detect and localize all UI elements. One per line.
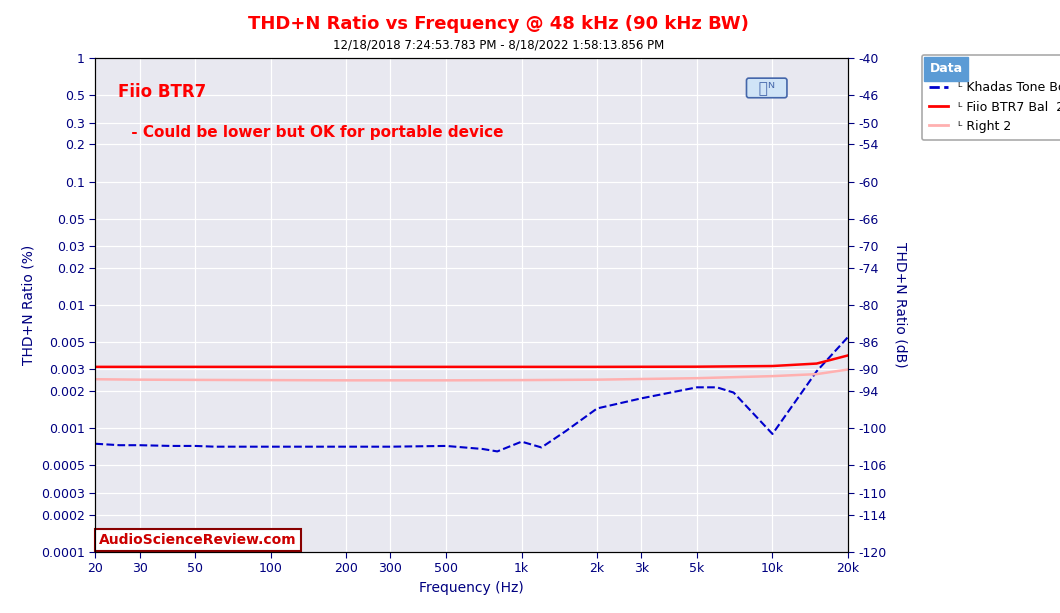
ᴸ Khadas Tone Board (635, 395, 648, 402)
ᴸ Khadas Tone Board (240, 443, 252, 451)
ᴸ Right 2 (189, 376, 201, 384)
ᴸ Khadas Tone Board (89, 440, 102, 447)
ᴸ Right 2 (440, 376, 453, 384)
Text: Ⓐᴺ: Ⓐᴺ (748, 80, 784, 96)
ᴸ Khadas Tone Board (535, 444, 548, 451)
Text: - Could be lower but OK for portable device: - Could be lower but OK for portable dev… (125, 125, 503, 140)
ᴸ Fiio BTR7 Bal  2 (134, 363, 146, 370)
Line: ᴸ Khadas Tone Board: ᴸ Khadas Tone Board (95, 337, 848, 451)
ᴸ Khadas Tone Board (810, 368, 823, 375)
Line: ᴸ Fiio BTR7 Bal  2: ᴸ Fiio BTR7 Bal 2 (95, 356, 848, 367)
ᴸ Khadas Tone Board (189, 442, 201, 449)
ᴸ Khadas Tone Board (476, 445, 489, 452)
ᴸ Khadas Tone Board (209, 443, 222, 451)
ᴸ Right 2 (810, 370, 823, 378)
ᴸ Right 2 (89, 376, 102, 383)
ᴸ Fiio BTR7 Bal  2 (766, 362, 779, 370)
ᴸ Khadas Tone Board (491, 447, 504, 455)
ᴸ Right 2 (842, 366, 854, 373)
ᴸ Right 2 (691, 375, 704, 382)
ᴸ Khadas Tone Board (264, 443, 277, 451)
X-axis label: Frequency (Hz): Frequency (Hz) (420, 581, 524, 595)
Y-axis label: THD+N Ratio (dB): THD+N Ratio (dB) (894, 242, 907, 368)
Text: 12/18/2018 7:24:53.783 PM - 8/18/2022 1:58:13.856 PM: 12/18/2018 7:24:53.783 PM - 8/18/2022 1:… (333, 38, 664, 51)
ᴸ Khadas Tone Board (560, 427, 572, 435)
ᴸ Right 2 (134, 376, 146, 383)
ᴸ Khadas Tone Board (590, 405, 603, 412)
Line: ᴸ Right 2: ᴸ Right 2 (95, 370, 848, 380)
ᴸ Fiio BTR7 Bal  2 (440, 363, 453, 370)
ᴸ Fiio BTR7 Bal  2 (189, 363, 201, 370)
ᴸ Khadas Tone Board (727, 389, 740, 396)
ᴸ Fiio BTR7 Bal  2 (515, 363, 528, 370)
ᴸ Fiio BTR7 Bal  2 (590, 363, 603, 370)
ᴸ Khadas Tone Board (440, 442, 453, 449)
ᴸ Khadas Tone Board (340, 443, 353, 451)
ᴸ Right 2 (340, 376, 353, 384)
ᴸ Khadas Tone Board (766, 430, 779, 438)
ᴸ Khadas Tone Board (515, 438, 528, 445)
Text: Fiio BTR7: Fiio BTR7 (118, 83, 207, 101)
ᴸ Khadas Tone Board (691, 384, 704, 391)
ᴸ Khadas Tone Board (308, 443, 321, 451)
ᴸ Fiio BTR7 Bal  2 (691, 363, 704, 370)
ᴸ Khadas Tone Board (710, 384, 723, 391)
ᴸ Fiio BTR7 Bal  2 (810, 360, 823, 367)
ᴸ Khadas Tone Board (164, 442, 177, 449)
ᴸ Fiio BTR7 Bal  2 (89, 363, 102, 370)
ᴸ Right 2 (766, 373, 779, 380)
ᴸ Khadas Tone Board (134, 441, 146, 449)
ᴸ Khadas Tone Board (384, 443, 396, 451)
ᴸ Khadas Tone Board (842, 333, 854, 341)
ᴸ Right 2 (515, 376, 528, 384)
ᴸ Khadas Tone Board (113, 441, 126, 449)
Legend: ᴸ Khadas Tone Board, ᴸ Fiio BTR7 Bal  2, ᴸ Right 2: ᴸ Khadas Tone Board, ᴸ Fiio BTR7 Bal 2, … (922, 55, 1060, 140)
Text: AudioScienceReview.com: AudioScienceReview.com (100, 533, 297, 547)
Text: THD+N Ratio vs Frequency @ 48 kHz (90 kHz BW): THD+N Ratio vs Frequency @ 48 kHz (90 kH… (248, 15, 748, 33)
ᴸ Fiio BTR7 Bal  2 (264, 363, 277, 370)
Y-axis label: THD+N Ratio (%): THD+N Ratio (%) (21, 245, 35, 365)
ᴸ Right 2 (264, 376, 277, 384)
ᴸ Right 2 (590, 376, 603, 383)
ᴸ Fiio BTR7 Bal  2 (340, 363, 353, 370)
ᴸ Fiio BTR7 Bal  2 (842, 352, 854, 359)
